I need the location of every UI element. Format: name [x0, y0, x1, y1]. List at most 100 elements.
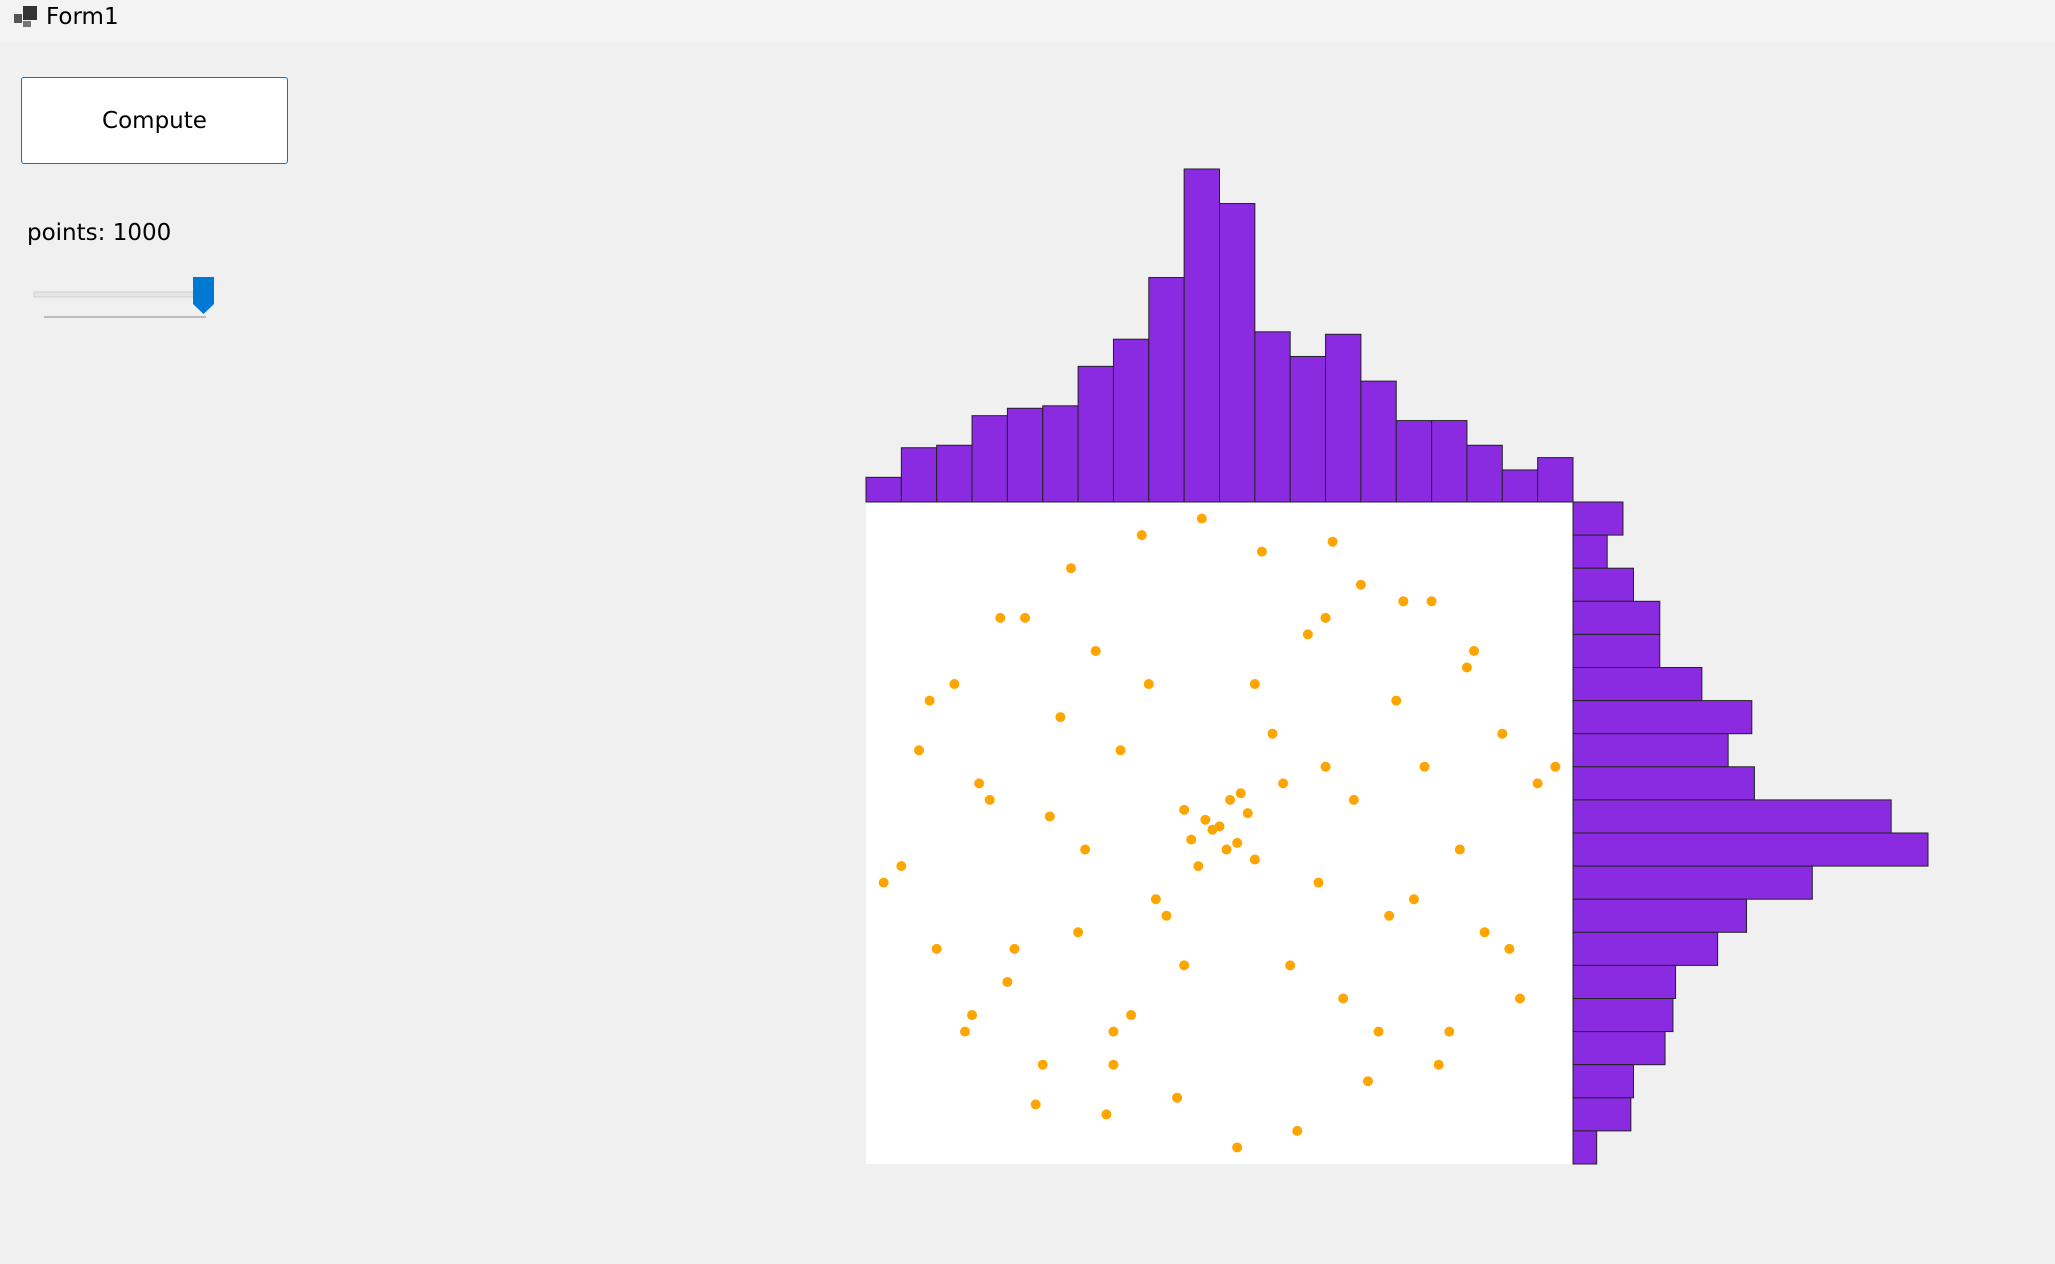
- point: [1232, 837, 1243, 848]
- point: [1550, 761, 1561, 772]
- point: [1504, 943, 1515, 954]
- point: [1454, 844, 1465, 855]
- point: [1348, 794, 1359, 805]
- point: [1037, 1059, 1048, 1070]
- points-label: points: 1000: [27, 220, 172, 246]
- point: [1193, 861, 1204, 872]
- app-icon: [14, 6, 37, 27]
- point: [1469, 645, 1480, 656]
- point: [1136, 530, 1147, 541]
- point: [1327, 536, 1338, 547]
- x-hist-bar: [1289, 355, 1327, 503]
- y-hist-bar: [1572, 1031, 1666, 1066]
- point: [1161, 910, 1172, 921]
- x-hist-bar: [1077, 365, 1114, 503]
- point: [1362, 1076, 1373, 1087]
- x-hist-bar: [1006, 407, 1044, 503]
- point: [1433, 1059, 1444, 1070]
- point: [1267, 728, 1278, 739]
- slider[interactable]: [0, 0, 230, 330]
- y-hist-bar: [1572, 832, 1929, 867]
- point: [974, 778, 985, 789]
- y-hist-bar: [1572, 799, 1892, 834]
- window-title: Form1: [46, 4, 119, 30]
- y-hist-bar: [1572, 534, 1608, 569]
- point: [1479, 927, 1490, 938]
- point: [1338, 993, 1349, 1004]
- point: [1150, 894, 1161, 905]
- point: [1497, 728, 1508, 739]
- point: [1080, 844, 1091, 855]
- point: [1115, 745, 1126, 756]
- point: [967, 1010, 978, 1021]
- point: [1232, 1142, 1243, 1153]
- y-hist-bar: [1572, 667, 1703, 702]
- x-hist-bar: [900, 447, 938, 503]
- point: [959, 1026, 970, 1037]
- point: [878, 877, 889, 888]
- y-hist-bar: [1572, 964, 1677, 1000]
- x-hist-bar: [1360, 380, 1397, 503]
- point: [1292, 1125, 1303, 1136]
- point: [1461, 662, 1472, 673]
- point: [1055, 712, 1066, 723]
- point: [1020, 612, 1031, 623]
- point: [1256, 546, 1267, 557]
- point: [1313, 877, 1324, 888]
- point: [1320, 761, 1331, 772]
- y-hist-bar: [1572, 998, 1674, 1033]
- point: [949, 679, 960, 690]
- point: [914, 745, 925, 756]
- plot-area: [866, 502, 1573, 1164]
- x-hist-bar: [1042, 405, 1079, 503]
- point: [1009, 943, 1020, 954]
- point: [924, 695, 935, 706]
- y-hist-bar: [1572, 633, 1661, 669]
- y-hist-bar: [1572, 700, 1753, 735]
- x-hist-bar: [1183, 168, 1221, 503]
- x-hist-bar: [1325, 333, 1362, 503]
- x-hist-bar: [1466, 444, 1503, 503]
- point: [1249, 679, 1260, 690]
- point: [1143, 679, 1154, 690]
- y-hist-bar: [1572, 865, 1813, 900]
- x-hist-bar: [1148, 277, 1185, 503]
- point: [1196, 513, 1207, 524]
- x-hist-bar: [865, 476, 902, 503]
- point: [1373, 1026, 1384, 1037]
- point: [1514, 993, 1525, 1004]
- y-hist-bar: [1572, 766, 1755, 801]
- point: [1073, 927, 1084, 938]
- point: [1426, 596, 1437, 607]
- point: [1044, 811, 1055, 822]
- point: [1126, 1010, 1137, 1021]
- point: [1030, 1099, 1041, 1110]
- compute-button[interactable]: Compute: [21, 77, 288, 164]
- title-bar: Form1: [0, 0, 2055, 42]
- y-hist-bar: [1572, 501, 1624, 536]
- point: [1408, 894, 1419, 905]
- point: [1172, 1092, 1183, 1103]
- point: [984, 794, 995, 805]
- point: [1242, 808, 1253, 819]
- x-hist-bar: [1112, 338, 1150, 503]
- y-hist-bar: [1572, 1097, 1632, 1132]
- point: [1320, 612, 1331, 623]
- point: [1278, 778, 1289, 789]
- y-hist-bar: [1572, 600, 1661, 635]
- x-hist-bar: [1431, 420, 1468, 503]
- point: [1532, 778, 1543, 789]
- point: [1207, 824, 1218, 835]
- y-hist-bar: [1572, 1130, 1598, 1165]
- x-hist-bar: [1501, 469, 1539, 503]
- x-hist-bar: [1537, 457, 1574, 503]
- y-hist-bar: [1572, 898, 1748, 933]
- y-hist-bar: [1572, 1064, 1634, 1099]
- y-hist-bar: [1572, 567, 1634, 602]
- point: [1302, 629, 1313, 640]
- point: [1179, 804, 1190, 815]
- point: [1108, 1059, 1119, 1070]
- point: [1355, 579, 1366, 590]
